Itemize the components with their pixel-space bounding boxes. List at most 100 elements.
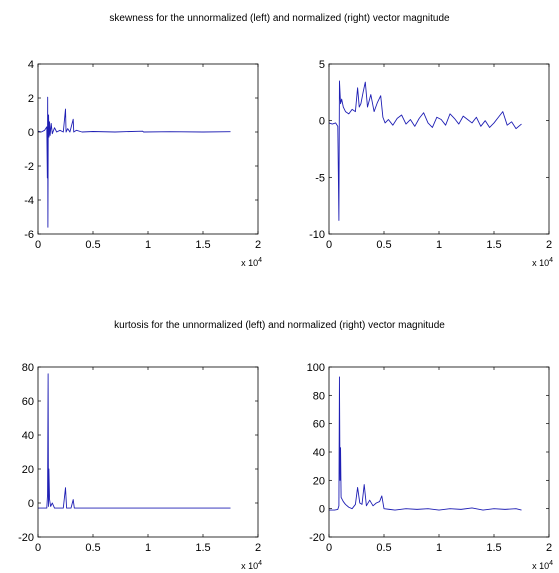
data-point (348, 113, 349, 114)
data-point (337, 509, 338, 510)
data-point (493, 122, 494, 123)
data-point (394, 509, 395, 510)
data-point (334, 509, 335, 510)
data-point (50, 506, 51, 507)
data-point (345, 504, 346, 505)
data-point (485, 120, 486, 121)
data-point (449, 113, 450, 114)
data-point (76, 130, 77, 131)
data-point (48, 137, 49, 138)
data-point (471, 122, 472, 123)
data-point (339, 80, 340, 81)
data-point (338, 505, 339, 506)
data-point (414, 126, 415, 127)
data-point (355, 504, 356, 505)
y-tick-label: -4 (24, 195, 34, 207)
data-point (47, 494, 48, 495)
data-point (493, 508, 494, 509)
x-tick-label: 1 (145, 239, 151, 251)
data-point (56, 131, 57, 132)
x-tick-label: 1 (145, 542, 151, 554)
plot-frame (328, 366, 550, 538)
data-point (65, 487, 66, 488)
data-point (374, 111, 375, 112)
x-tick-label: 0.5 (85, 239, 100, 251)
data-point (427, 122, 428, 123)
data-point (51, 123, 52, 124)
y-tick-label: 40 (22, 430, 34, 442)
data-point (335, 122, 336, 123)
data-point (338, 220, 339, 221)
data-point (376, 502, 377, 503)
data-point (381, 495, 382, 496)
data-point (65, 131, 66, 132)
data-point (332, 123, 333, 124)
data-point (405, 123, 406, 124)
data-point (230, 131, 231, 132)
data-point (438, 509, 439, 510)
data-point (345, 111, 346, 112)
data-point (81, 131, 82, 132)
data-point (416, 509, 417, 510)
data-point (47, 227, 48, 228)
kurtosis-section-title: kurtosis for the unnormalized (left) and… (114, 320, 445, 331)
data-point (504, 509, 505, 510)
data-point (397, 118, 398, 119)
data-point (364, 484, 365, 485)
data-point (169, 131, 170, 132)
plot-frame (328, 63, 550, 235)
x-axis-multiplier: x 104 (241, 560, 262, 571)
data-point (66, 508, 67, 509)
data-point (389, 509, 390, 510)
y-tick-label: 5 (319, 59, 325, 71)
data-point (476, 117, 477, 118)
data-point (341, 99, 342, 100)
data-point (515, 508, 516, 509)
data-point (363, 92, 364, 93)
x-axis-multiplier: x 104 (532, 560, 553, 571)
data-point (52, 502, 53, 503)
data-point (449, 508, 450, 509)
series-line (328, 80, 522, 221)
x-tick-label: 1 (436, 239, 442, 251)
data-point (48, 373, 49, 374)
data-point (50, 135, 51, 136)
y-tick-label: 100 (307, 362, 325, 374)
data-point (380, 95, 381, 96)
data-point (47, 97, 48, 98)
data-point (401, 114, 402, 115)
data-point (419, 118, 420, 119)
data-point (427, 508, 428, 509)
x-tick-label: 0 (326, 542, 332, 554)
data-point (48, 128, 49, 129)
data-point (441, 119, 442, 120)
data-point (360, 103, 361, 104)
data-point (359, 502, 360, 503)
y-tick-label: -2 (24, 161, 34, 173)
data-point (74, 508, 75, 509)
data-point (343, 106, 344, 107)
y-tick-label: -6 (24, 229, 34, 241)
data-point (502, 111, 503, 112)
x-tick-label: 2 (546, 239, 552, 251)
data-point (379, 501, 380, 502)
data-point (445, 125, 446, 126)
x-tick-label: 0.5 (85, 542, 100, 554)
x-tick-label: 1 (436, 542, 442, 554)
x-tick-label: 1.5 (195, 542, 210, 554)
data-point (357, 487, 358, 488)
x-tick-label: 2 (255, 542, 261, 554)
x-tick-label: 1.5 (486, 239, 501, 251)
data-point (46, 126, 47, 127)
x-tick-label: 1.5 (486, 542, 501, 554)
x-tick-label: 2 (255, 239, 261, 251)
data-point (52, 133, 53, 134)
y-tick-label: 0 (28, 498, 34, 510)
data-point (410, 119, 411, 120)
data-point (67, 128, 68, 129)
data-point (370, 94, 371, 95)
data-point (480, 126, 481, 127)
y-tick-label: 2 (28, 93, 34, 105)
x-tick-label: 0 (35, 542, 41, 554)
